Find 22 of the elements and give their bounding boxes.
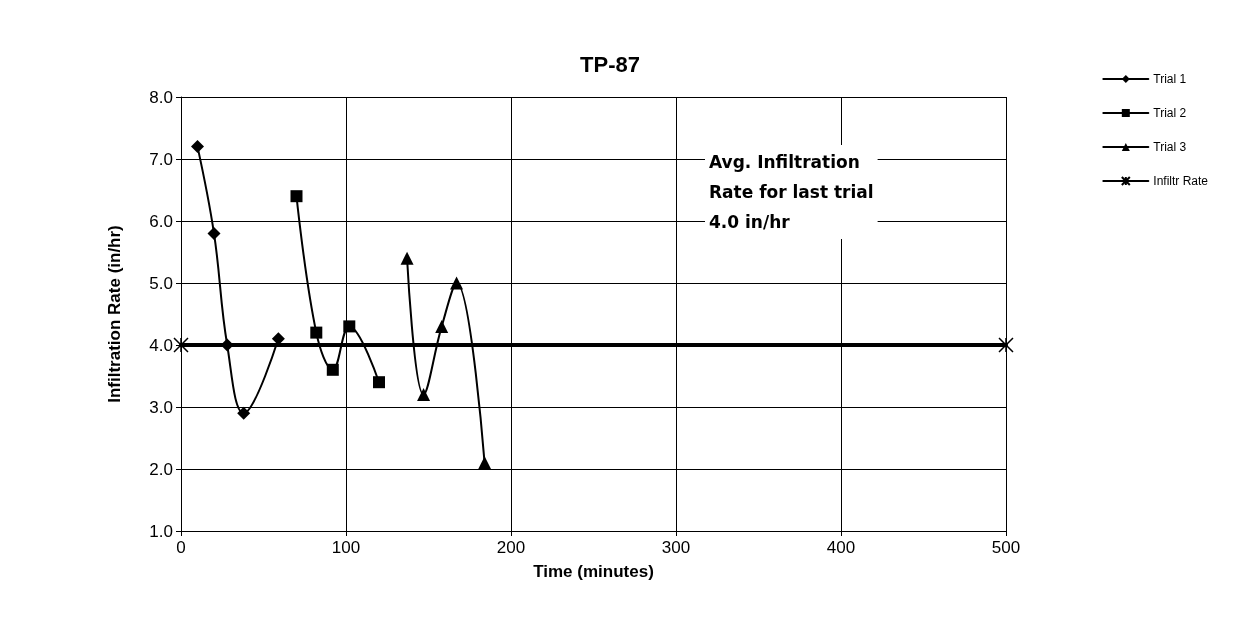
y-tick-label: 1.0 <box>149 521 173 541</box>
x-axis-title: Time (minutes) <box>533 562 654 581</box>
y-tick-label: 3.0 <box>149 397 173 417</box>
y-tick-label: 6.0 <box>149 211 173 231</box>
x-tick-label: 300 <box>661 538 691 557</box>
x-tick-label: 0 <box>176 538 186 557</box>
chart-title: TP-87 <box>580 51 640 77</box>
x-tick-label: 200 <box>496 538 526 557</box>
legend-label: Trial 2 <box>1153 106 1187 120</box>
annotation: Avg. Infiltration Rate for last trial 4.0 in/hr <box>709 152 874 232</box>
y-tick-label: 8.0 <box>149 87 173 107</box>
legend-label: Trial 1 <box>1153 72 1187 86</box>
x-tick-label: 500 <box>991 538 1021 557</box>
y-tick-label: 7.0 <box>149 149 173 169</box>
y-axis-title: Infiltration Rate (in/hr) <box>105 225 124 403</box>
legend-label: Trial 3 <box>1153 140 1187 154</box>
x-tick-label: 400 <box>826 538 856 557</box>
y-tick-label: 5.0 <box>149 273 173 293</box>
x-tick-label: 100 <box>331 538 361 557</box>
legend-label: Infiltr Rate <box>1153 174 1209 188</box>
y-tick-label: 4.0 <box>149 335 173 355</box>
y-tick-label: 2.0 <box>149 459 173 479</box>
